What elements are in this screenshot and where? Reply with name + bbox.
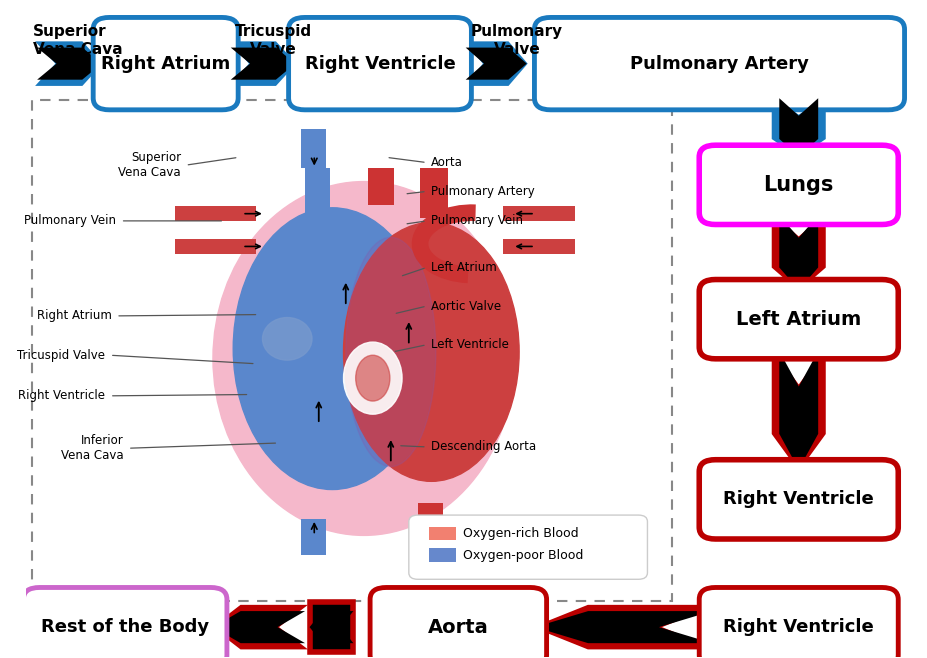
Text: Descending Aorta: Descending Aorta	[431, 440, 536, 453]
Bar	[368, 168, 393, 205]
Polygon shape	[771, 213, 825, 291]
Polygon shape	[37, 47, 102, 80]
Text: Pulmonary Vein: Pulmonary Vein	[431, 215, 523, 228]
Text: Superior
Vena Cava: Superior Vena Cava	[33, 24, 122, 57]
Bar	[174, 207, 256, 221]
Text: Right Ventricle: Right Ventricle	[722, 618, 873, 636]
Text: Right Ventricle: Right Ventricle	[304, 55, 455, 72]
Polygon shape	[464, 41, 527, 86]
Text: Pulmonary
Valve: Pulmonary Valve	[470, 24, 563, 57]
Ellipse shape	[233, 208, 431, 490]
Polygon shape	[231, 47, 295, 80]
Polygon shape	[35, 41, 103, 86]
Text: Aorta: Aorta	[431, 156, 463, 169]
Polygon shape	[228, 41, 296, 86]
Text: Left Ventricle: Left Ventricle	[431, 338, 509, 351]
Text: Right Ventricle: Right Ventricle	[19, 390, 106, 402]
Ellipse shape	[212, 182, 514, 536]
Bar	[32, 99, 671, 601]
Bar	[428, 527, 455, 540]
Polygon shape	[779, 351, 818, 469]
Bar	[417, 503, 442, 545]
Polygon shape	[211, 605, 308, 649]
FancyBboxPatch shape	[698, 280, 897, 359]
FancyBboxPatch shape	[534, 18, 904, 110]
Ellipse shape	[343, 222, 518, 482]
Ellipse shape	[355, 355, 389, 401]
FancyBboxPatch shape	[698, 588, 897, 658]
FancyBboxPatch shape	[370, 588, 546, 658]
Bar	[174, 240, 256, 253]
Text: Pulmonary Artery: Pulmonary Artery	[629, 55, 808, 72]
Polygon shape	[779, 215, 818, 290]
Text: Superior
Vena Cava: Superior Vena Cava	[119, 151, 181, 179]
Text: Oxygen-poor Blood: Oxygen-poor Blood	[463, 549, 582, 561]
Text: Aorta: Aorta	[427, 618, 489, 637]
Text: Pulmonary Vein: Pulmonary Vein	[24, 215, 116, 228]
Text: Tricuspid
Valve: Tricuspid Valve	[235, 24, 312, 57]
Polygon shape	[771, 347, 825, 471]
Bar	[300, 129, 325, 168]
Text: Pulmonary Artery: Pulmonary Artery	[431, 185, 535, 198]
Text: Rest of the Body: Rest of the Body	[41, 618, 209, 636]
Text: Inferior
Vena Cava: Inferior Vena Cava	[60, 434, 123, 463]
Text: Right Atrium: Right Atrium	[37, 309, 111, 322]
Polygon shape	[465, 47, 527, 80]
FancyBboxPatch shape	[93, 18, 238, 110]
Polygon shape	[771, 96, 825, 157]
Polygon shape	[531, 605, 717, 649]
Polygon shape	[310, 611, 353, 643]
Text: Right Ventricle: Right Ventricle	[722, 490, 873, 509]
Text: Left Atrium: Left Atrium	[431, 261, 497, 274]
Bar	[419, 168, 448, 218]
Polygon shape	[309, 605, 354, 649]
Ellipse shape	[343, 342, 401, 414]
Ellipse shape	[346, 238, 436, 467]
FancyBboxPatch shape	[409, 515, 647, 579]
Bar	[502, 207, 575, 221]
Text: Oxygen-rich Blood: Oxygen-rich Blood	[463, 527, 578, 540]
Ellipse shape	[262, 318, 311, 360]
Text: Lungs: Lungs	[763, 175, 833, 195]
Text: Right Atrium: Right Atrium	[101, 55, 230, 72]
Bar	[305, 168, 330, 215]
FancyBboxPatch shape	[288, 18, 471, 110]
Polygon shape	[779, 98, 818, 157]
Bar	[300, 519, 325, 555]
Bar	[502, 240, 575, 253]
FancyBboxPatch shape	[23, 588, 227, 658]
Text: Tricuspid Valve: Tricuspid Valve	[18, 349, 106, 362]
FancyBboxPatch shape	[698, 145, 897, 224]
FancyBboxPatch shape	[698, 460, 897, 539]
Polygon shape	[213, 611, 305, 643]
Bar	[428, 549, 455, 562]
Polygon shape	[534, 611, 711, 643]
Bar	[310, 602, 352, 652]
Text: Aortic Valve: Aortic Valve	[431, 299, 501, 313]
Text: Left Atrium: Left Atrium	[735, 310, 860, 329]
